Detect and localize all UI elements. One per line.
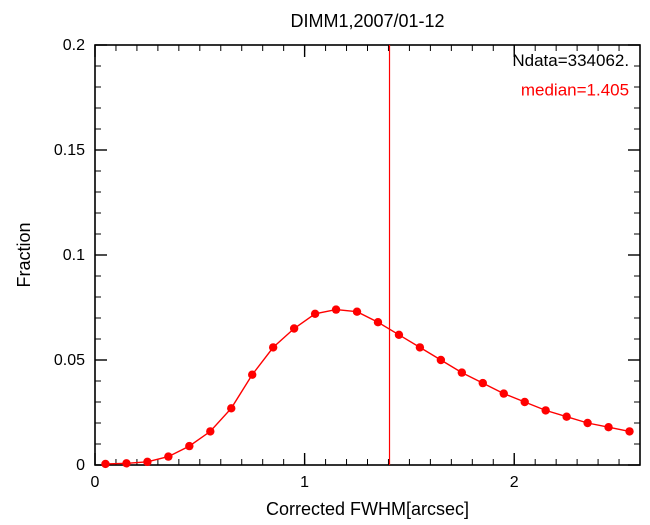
data-marker — [353, 308, 361, 316]
data-marker — [562, 413, 570, 421]
annotation-median: median=1.405 — [521, 80, 629, 99]
data-marker — [458, 368, 466, 376]
fraction-chart: 0 1 2 0 0.05 0.1 0.15 0.2 DIMM1,2007/01-12 Correc… — [0, 0, 650, 525]
data-marker — [395, 331, 403, 339]
data-marker — [143, 458, 151, 466]
data-marker — [625, 427, 633, 435]
data-marker — [101, 460, 109, 468]
data-marker — [227, 404, 235, 412]
annotation-ndata: Ndata=334062. — [512, 51, 629, 70]
data-marker — [332, 305, 340, 313]
svg-text:0: 0 — [91, 474, 100, 491]
data-marker — [541, 406, 549, 414]
data-marker — [416, 343, 424, 351]
data-marker — [290, 324, 298, 332]
data-marker — [122, 459, 130, 467]
data-marker — [185, 442, 193, 450]
data-marker — [500, 389, 508, 397]
svg-text:0: 0 — [76, 457, 85, 474]
data-marker — [437, 356, 445, 364]
data-marker — [583, 419, 591, 427]
data-marker — [604, 423, 612, 431]
data-marker — [206, 427, 214, 435]
data-marker — [374, 318, 382, 326]
y-axis-label: Fraction — [14, 222, 34, 287]
svg-text:1: 1 — [300, 474, 309, 491]
data-marker — [311, 310, 319, 318]
svg-text:0.1: 0.1 — [63, 247, 85, 264]
data-marker — [521, 398, 529, 406]
data-marker — [269, 343, 277, 351]
svg-text:0.15: 0.15 — [54, 142, 85, 159]
data-marker — [164, 452, 172, 460]
data-marker — [479, 379, 487, 387]
data-line — [105, 310, 629, 464]
data-marker — [248, 371, 256, 379]
svg-text:2: 2 — [510, 474, 519, 491]
svg-text:0.2: 0.2 — [63, 37, 85, 54]
svg-text:0.05: 0.05 — [54, 352, 85, 369]
x-axis-label: Corrected FWHM[arcsec] — [266, 499, 469, 519]
chart-title: DIMM1,2007/01-12 — [290, 11, 444, 31]
